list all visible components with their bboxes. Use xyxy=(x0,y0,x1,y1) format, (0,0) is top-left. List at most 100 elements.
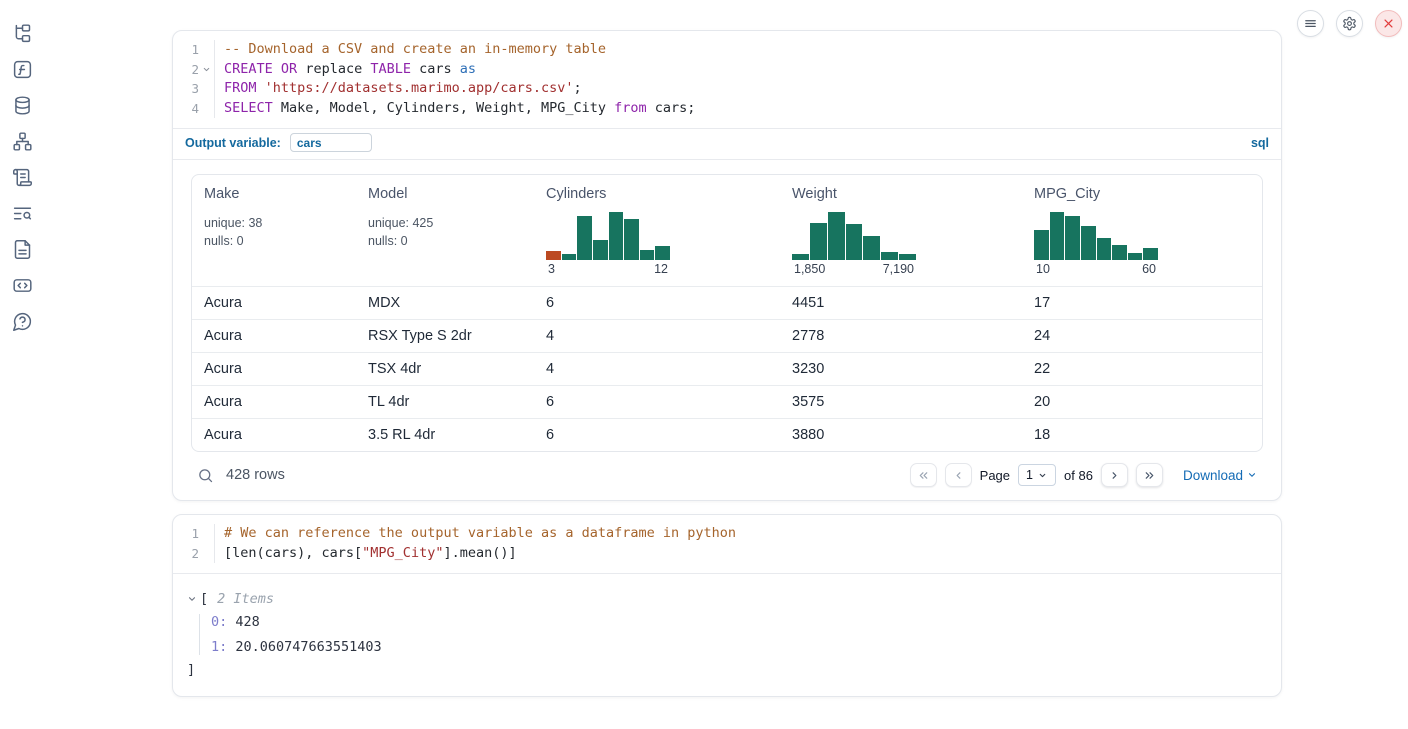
output-variable-label: Output variable: xyxy=(185,135,281,150)
settings-button[interactable] xyxy=(1336,10,1363,37)
datasources-button[interactable] xyxy=(10,94,34,116)
column-stats: unique: 425 nulls: 0 xyxy=(368,215,522,250)
shutdown-button[interactable] xyxy=(1375,10,1402,37)
tree-item-value: 428 xyxy=(235,614,260,630)
search-icon[interactable] xyxy=(197,467,214,484)
help-bubble-icon xyxy=(12,312,31,331)
file-tree-button[interactable] xyxy=(10,22,34,44)
table-cell: Acura xyxy=(204,328,242,344)
page-select[interactable]: 1 xyxy=(1018,464,1057,486)
table-row[interactable]: Acura TL 4dr 6 3575 20 xyxy=(192,385,1262,418)
code-token: as xyxy=(459,60,477,77)
code-token: cars; xyxy=(646,99,696,116)
code-token: [len(cars), cars[ xyxy=(224,544,363,561)
table-row[interactable]: Acura RSX Type S 2dr 4 2778 24 xyxy=(192,319,1262,352)
histogram-bar xyxy=(608,212,624,260)
download-link[interactable]: Download xyxy=(1183,468,1257,483)
table-row[interactable]: Acura TSX 4dr 4 3230 22 xyxy=(192,352,1262,385)
collapse-chevron-icon[interactable] xyxy=(187,594,197,604)
window-controls xyxy=(1297,10,1402,37)
histogram-bar xyxy=(827,212,845,260)
file-tree-icon xyxy=(15,23,30,42)
histogram-bar xyxy=(845,224,863,260)
column-header-make[interactable]: Make unique: 38 nulls: 0 xyxy=(192,175,356,286)
histogram-max-label: 60 xyxy=(1142,262,1156,276)
table-row[interactable]: Acura 3.5 RL 4dr 6 3880 18 xyxy=(192,418,1262,451)
code-line: 1 -- Download a CSV and create an in-memo… xyxy=(173,40,1281,60)
column-header-cylinders[interactable]: Cylinders 3 12 xyxy=(534,175,780,286)
column-label: Cylinders xyxy=(546,186,607,202)
table-cell: 3575 xyxy=(792,394,825,410)
open-bracket: [ xyxy=(200,591,209,607)
column-header-weight[interactable]: Weight 1,850 7,190 xyxy=(780,175,1022,286)
histogram-bar xyxy=(809,223,827,260)
sidebar-panel xyxy=(0,22,44,332)
document-icon xyxy=(14,239,30,259)
histogram-bar xyxy=(881,252,899,260)
sql-cell-output: Make unique: 38 nulls: 0 Model unique: 425 nu… xyxy=(173,160,1281,500)
chevron-right-icon xyxy=(1112,471,1117,479)
chevron-down-icon xyxy=(1248,473,1256,477)
code-text: CREATE OR replace TABLE cars as xyxy=(214,59,1281,79)
code-token: from xyxy=(614,99,647,116)
table-cell: 6 xyxy=(546,394,555,410)
help-button[interactable] xyxy=(10,310,34,332)
column-histogram[interactable]: 1,850 7,190 xyxy=(792,212,917,276)
python-code-editor[interactable]: 1 # We can reference the output variable … xyxy=(173,515,1281,574)
column-header-mpg_city[interactable]: MPG_City 10 60 xyxy=(1022,175,1262,286)
histogram-bar xyxy=(1080,226,1096,260)
code-token: -- Download a CSV and create an in-memor… xyxy=(224,41,607,57)
code-text: FROM 'https://datasets.marimo.app/cars.c… xyxy=(214,79,1281,99)
fold-chevron-icon[interactable] xyxy=(199,60,214,80)
page-select-value: 1 xyxy=(1026,468,1033,482)
first-page-button[interactable] xyxy=(909,463,937,487)
column-histogram[interactable]: 3 12 xyxy=(546,212,670,276)
histogram-bars xyxy=(1034,212,1158,260)
scroll-icon xyxy=(12,168,32,186)
column-histogram[interactable]: 10 60 xyxy=(1034,212,1158,276)
histogram-bar xyxy=(561,254,577,260)
output-variable-input[interactable] xyxy=(289,133,372,152)
page-count-label: of 86 xyxy=(1064,467,1093,483)
table-cell: 4 xyxy=(546,328,555,344)
code-text: [len(cars), cars["MPG_City"].mean()] xyxy=(214,543,1281,563)
table-row[interactable]: Acura MDX 6 4451 17 xyxy=(192,286,1262,319)
output-variable-row: Output variable: sql xyxy=(173,129,1281,160)
tree-item[interactable]: 0: 428 xyxy=(211,614,1267,630)
documentation-button[interactable] xyxy=(10,238,34,260)
code-token: # We can reference the output variable a… xyxy=(224,525,737,541)
scratchpad-button[interactable] xyxy=(10,166,34,188)
stat-line: nulls: 0 xyxy=(368,233,408,248)
last-page-button[interactable] xyxy=(1135,463,1163,487)
variables-button[interactable] xyxy=(10,58,34,80)
snippets-button[interactable] xyxy=(10,274,34,296)
function-icon xyxy=(13,60,31,78)
close-bracket: ] xyxy=(187,662,196,678)
fold-spacer xyxy=(199,524,214,544)
gear-icon xyxy=(1343,16,1356,31)
tree-item[interactable]: 1: 20.060747663551403 xyxy=(211,639,1267,655)
sql-code-editor[interactable]: 1 -- Download a CSV and create an in-memo… xyxy=(173,31,1281,129)
table-cell: Acura xyxy=(204,394,242,410)
table-cell: Acura xyxy=(204,295,242,311)
logs-button[interactable] xyxy=(10,202,34,224)
stat-line: nulls: 0 xyxy=(204,233,244,248)
column-label: Make xyxy=(204,186,240,202)
dependency-graph-button[interactable] xyxy=(10,130,34,152)
chevrons-right-icon xyxy=(1145,471,1154,479)
table-cell: 3230 xyxy=(792,361,825,377)
code-token: TABLE xyxy=(370,60,411,77)
next-page-button[interactable] xyxy=(1100,463,1128,487)
histogram-bar xyxy=(546,251,561,260)
histogram-bar xyxy=(655,246,670,260)
code-token: SELECT xyxy=(224,99,273,116)
tree-items: 0: 428 1: 20.060747663551403 xyxy=(199,614,1267,655)
notebook-menu-button[interactable] xyxy=(1297,10,1324,37)
download-label: Download xyxy=(1182,467,1243,483)
code-text: # We can reference the output variable a… xyxy=(214,524,1281,544)
column-header-model[interactable]: Model unique: 425 nulls: 0 xyxy=(356,175,534,286)
code-line: 3 FROM 'https://datasets.marimo.app/cars.… xyxy=(173,79,1281,99)
pagination: Page 1 of 86 Download xyxy=(909,463,1257,487)
prev-page-button[interactable] xyxy=(944,463,972,487)
tree-item-index: 0: xyxy=(211,614,236,630)
